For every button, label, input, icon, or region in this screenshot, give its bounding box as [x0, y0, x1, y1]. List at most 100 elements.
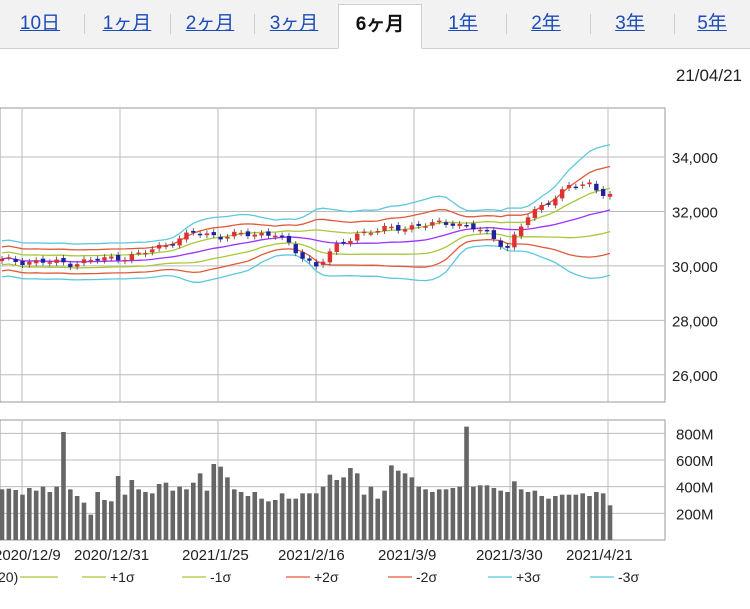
candle	[20, 261, 25, 266]
tab-1[interactable]: 1ヶ月	[102, 13, 152, 34]
candle	[539, 204, 544, 210]
volume-bar	[47, 492, 53, 540]
candle	[0, 258, 5, 261]
candle	[396, 225, 401, 231]
candle	[232, 231, 237, 237]
price-tick-label: 28,000	[672, 313, 718, 330]
legend-label: +1σ	[110, 569, 135, 585]
volume-bar	[20, 494, 25, 540]
volume-bar	[587, 496, 592, 540]
candle	[109, 256, 114, 259]
price-tick-label: 34,000	[672, 150, 718, 167]
candle	[559, 189, 565, 199]
candle	[300, 252, 305, 259]
volume-bar	[334, 480, 340, 540]
candle	[389, 226, 394, 229]
volume-bar	[0, 489, 5, 540]
volume-bar	[320, 486, 326, 540]
volume-bar	[6, 488, 12, 540]
candle	[314, 262, 319, 267]
x-axis-label: 2021/4/21	[566, 547, 633, 564]
candle	[375, 230, 380, 233]
tab-separator	[506, 14, 507, 34]
candle	[512, 234, 517, 248]
candle	[266, 231, 271, 236]
tab-7[interactable]: 3年	[615, 13, 645, 34]
x-axis-label: 2020/12/9	[0, 547, 61, 564]
volume-bar	[81, 502, 87, 540]
volume-bar	[61, 432, 66, 540]
candle	[443, 222, 449, 225]
legend-label: +3σ	[516, 569, 541, 585]
volume-bar	[402, 473, 408, 540]
volume-tick-label: 600M	[676, 453, 714, 470]
minus-1-sigma-line	[1, 230, 611, 269]
candle	[238, 232, 244, 235]
candle	[33, 260, 39, 264]
latest-date-label: 21/04/21	[675, 66, 742, 85]
volume-bar	[231, 489, 237, 540]
volume-bar	[477, 485, 483, 540]
volume-bar	[573, 494, 579, 540]
candle	[450, 223, 456, 226]
candle	[47, 262, 53, 264]
candle	[580, 184, 585, 186]
volume-bar	[190, 482, 196, 540]
plus-2-sigma-line	[1, 165, 611, 251]
tab-3[interactable]: 3ヶ月	[269, 13, 319, 34]
candle	[430, 222, 435, 226]
x-axis-label: 2021/2/16	[278, 547, 345, 564]
volume-bar	[382, 490, 387, 540]
volume-bar	[525, 492, 531, 540]
volume-bar	[389, 465, 394, 540]
volume-bar	[259, 498, 264, 540]
volume-bar	[54, 486, 59, 540]
moving-average-line	[1, 209, 611, 263]
candle	[320, 261, 326, 265]
candle	[491, 230, 497, 240]
period-tab-bar: 10日 1ヶ月 2ヶ月 3ヶ月 6ヶ月 1年 2年 3年 5年	[0, 0, 750, 49]
candle	[40, 258, 46, 263]
legend-label: -1σ	[210, 569, 231, 585]
candle	[225, 236, 230, 239]
volume-bar	[354, 473, 360, 540]
candle	[218, 236, 223, 240]
volume-bar	[361, 494, 367, 540]
volume-bar	[40, 486, 46, 540]
volume-bar	[177, 486, 182, 540]
volume-bar	[313, 493, 319, 540]
volume-bar	[559, 494, 565, 540]
candle	[327, 251, 333, 263]
volume-panel	[0, 419, 666, 541]
tab-4[interactable]: 6ヶ月	[338, 4, 422, 49]
candle	[136, 252, 141, 255]
candle	[61, 257, 66, 263]
minus-3-sigma-line	[1, 244, 611, 283]
tab-8[interactable]: 5年	[697, 13, 727, 34]
candle	[348, 240, 353, 244]
volume-bar	[272, 500, 278, 540]
volume-bar	[286, 498, 292, 540]
candle	[279, 235, 285, 238]
volume-bar	[218, 466, 223, 540]
price-tick-label: 26,000	[672, 368, 718, 385]
candle	[13, 258, 18, 262]
legend-label: +2σ	[314, 569, 339, 585]
tab-5[interactable]: 1年	[448, 13, 478, 34]
candle	[525, 217, 531, 226]
volume-bar	[245, 496, 251, 540]
volume-bar	[450, 488, 456, 540]
candle	[532, 209, 538, 218]
volume-bar	[163, 482, 169, 540]
candle	[423, 226, 428, 228]
tab-2[interactable]: 2ヶ月	[185, 13, 235, 34]
volume-bar	[204, 490, 210, 540]
tab-6[interactable]: 2年	[531, 13, 561, 34]
price-tick-label: 32,000	[672, 204, 718, 221]
candle	[409, 225, 415, 230]
volume-bar	[607, 505, 613, 540]
tab-0[interactable]: 10日	[19, 13, 61, 34]
volume-bar	[484, 485, 490, 540]
candle	[484, 229, 490, 232]
